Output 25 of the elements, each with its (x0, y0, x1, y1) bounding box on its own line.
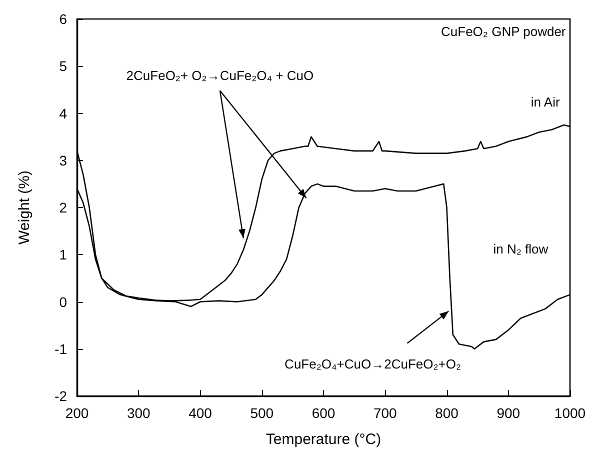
x-axis-title: Temperature (°C) (266, 431, 382, 448)
y-tick-label: -1 (54, 340, 68, 357)
x-tick-label: 400 (188, 405, 212, 421)
x-tick-label: 500 (250, 405, 274, 421)
y-tick-label: -2 (54, 388, 68, 404)
x-tick-label: 700 (373, 405, 398, 421)
annotation: CuFeO₂ GNP powder (441, 24, 566, 39)
annotation: CuFe₂O₄+CuO→2CuFeO₂+O₂ (284, 356, 462, 372)
y-tick-label: 1 (59, 246, 68, 263)
annotation: in Air (530, 94, 560, 110)
x-tick-label: 600 (312, 405, 336, 421)
y-tick-label: 0 (59, 294, 68, 310)
x-tick-label: 800 (435, 405, 459, 421)
y-axis-title: Weight (%) (16, 170, 33, 244)
x-tick-label: 200 (65, 405, 89, 421)
y-tick-label: 2 (59, 200, 68, 216)
x-tick-label: 300 (126, 405, 151, 421)
y-tick-label: 6 (59, 11, 68, 27)
annotation: in N₂ flow (493, 241, 549, 256)
y-tick-label: 3 (59, 152, 68, 168)
x-tick-label: 1000 (554, 405, 586, 421)
annotation: 2CuFeO₂+ O₂→CuFe₂O₄ + CuO (126, 68, 314, 84)
y-tick-label: 5 (59, 58, 68, 74)
x-tick-label: 900 (496, 405, 520, 421)
y-tick-label: 4 (59, 105, 68, 122)
